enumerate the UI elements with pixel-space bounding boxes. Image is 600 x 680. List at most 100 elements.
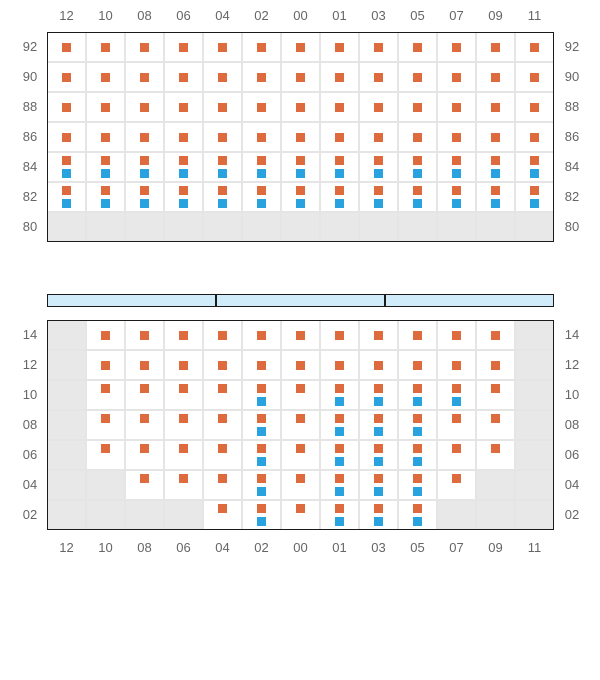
marker-blue: [257, 397, 266, 406]
grid-cell: [476, 212, 515, 242]
marker-orange: [374, 186, 383, 195]
marker-blue: [452, 199, 461, 208]
marker-orange: [218, 474, 227, 483]
grid-cell: [398, 212, 437, 242]
col-label-bottom: 01: [330, 540, 350, 555]
marker-blue: [218, 199, 227, 208]
marker-blue: [530, 169, 539, 178]
marker-orange: [491, 156, 500, 165]
marker-orange: [413, 331, 422, 340]
col-label-bottom: 08: [135, 540, 155, 555]
grid-cell: [125, 212, 164, 242]
marker-orange: [179, 133, 188, 142]
marker-blue: [257, 487, 266, 496]
marker-orange: [101, 361, 110, 370]
grid-cell: [359, 212, 398, 242]
col-label-top: 11: [525, 8, 545, 23]
marker-orange: [101, 133, 110, 142]
marker-blue: [374, 199, 383, 208]
grid-cell: [47, 320, 86, 350]
marker-orange: [335, 384, 344, 393]
marker-blue: [257, 427, 266, 436]
marker-orange: [374, 444, 383, 453]
marker-orange: [257, 133, 266, 142]
marker-orange: [335, 43, 344, 52]
marker-orange: [452, 384, 461, 393]
marker-orange: [101, 444, 110, 453]
marker-orange: [296, 444, 305, 453]
row-label-left: 12: [18, 357, 42, 372]
row-label-left: 06: [18, 447, 42, 462]
row-label-right: 80: [560, 219, 584, 234]
marker-orange: [413, 384, 422, 393]
grid-cell: [47, 350, 86, 380]
row-label-left: 04: [18, 477, 42, 492]
marker-blue: [218, 169, 227, 178]
marker-orange: [101, 103, 110, 112]
marker-orange: [179, 361, 188, 370]
marker-orange: [257, 103, 266, 112]
marker-orange: [374, 73, 383, 82]
marker-orange: [140, 444, 149, 453]
marker-blue: [62, 199, 71, 208]
marker-orange: [257, 43, 266, 52]
marker-orange: [374, 103, 383, 112]
grid-cell: [515, 410, 554, 440]
marker-orange: [335, 331, 344, 340]
marker-blue: [140, 199, 149, 208]
row-label-right: 88: [560, 99, 584, 114]
marker-orange: [257, 504, 266, 513]
row-label-left: 08: [18, 417, 42, 432]
marker-blue: [413, 487, 422, 496]
marker-orange: [218, 73, 227, 82]
marker-blue: [101, 199, 110, 208]
marker-orange: [374, 504, 383, 513]
col-label-bottom: 06: [174, 540, 194, 555]
row-label-right: 08: [560, 417, 584, 432]
marker-orange: [413, 414, 422, 423]
marker-orange: [179, 474, 188, 483]
col-label-top: 09: [486, 8, 506, 23]
marker-orange: [530, 156, 539, 165]
marker-orange: [218, 103, 227, 112]
marker-orange: [452, 43, 461, 52]
marker-blue: [335, 397, 344, 406]
marker-orange: [530, 133, 539, 142]
marker-orange: [335, 73, 344, 82]
marker-orange: [335, 414, 344, 423]
grid-cell: [437, 212, 476, 242]
marker-blue: [101, 169, 110, 178]
marker-orange: [452, 133, 461, 142]
row-label-left: 92: [18, 39, 42, 54]
marker-blue: [413, 169, 422, 178]
row-label-left: 10: [18, 387, 42, 402]
marker-blue: [335, 199, 344, 208]
marker-orange: [101, 186, 110, 195]
row-label-right: 82: [560, 189, 584, 204]
marker-blue: [257, 169, 266, 178]
row-label-right: 92: [560, 39, 584, 54]
marker-orange: [491, 444, 500, 453]
col-label-top: 05: [408, 8, 428, 23]
marker-orange: [101, 414, 110, 423]
row-label-left: 90: [18, 69, 42, 84]
marker-blue: [413, 397, 422, 406]
col-label-bottom: 10: [96, 540, 116, 555]
marker-orange: [530, 43, 539, 52]
marker-orange: [179, 156, 188, 165]
col-label-bottom: 12: [57, 540, 77, 555]
row-label-right: 90: [560, 69, 584, 84]
marker-blue: [374, 169, 383, 178]
marker-orange: [62, 156, 71, 165]
grid-cell: [47, 380, 86, 410]
marker-orange: [62, 103, 71, 112]
col-label-bottom: 04: [213, 540, 233, 555]
marker-orange: [257, 474, 266, 483]
grid-cell: [476, 470, 515, 500]
marker-orange: [296, 384, 305, 393]
marker-orange: [140, 186, 149, 195]
row-label-left: 02: [18, 507, 42, 522]
grid-cell: [281, 212, 320, 242]
marker-orange: [62, 133, 71, 142]
marker-orange: [491, 43, 500, 52]
